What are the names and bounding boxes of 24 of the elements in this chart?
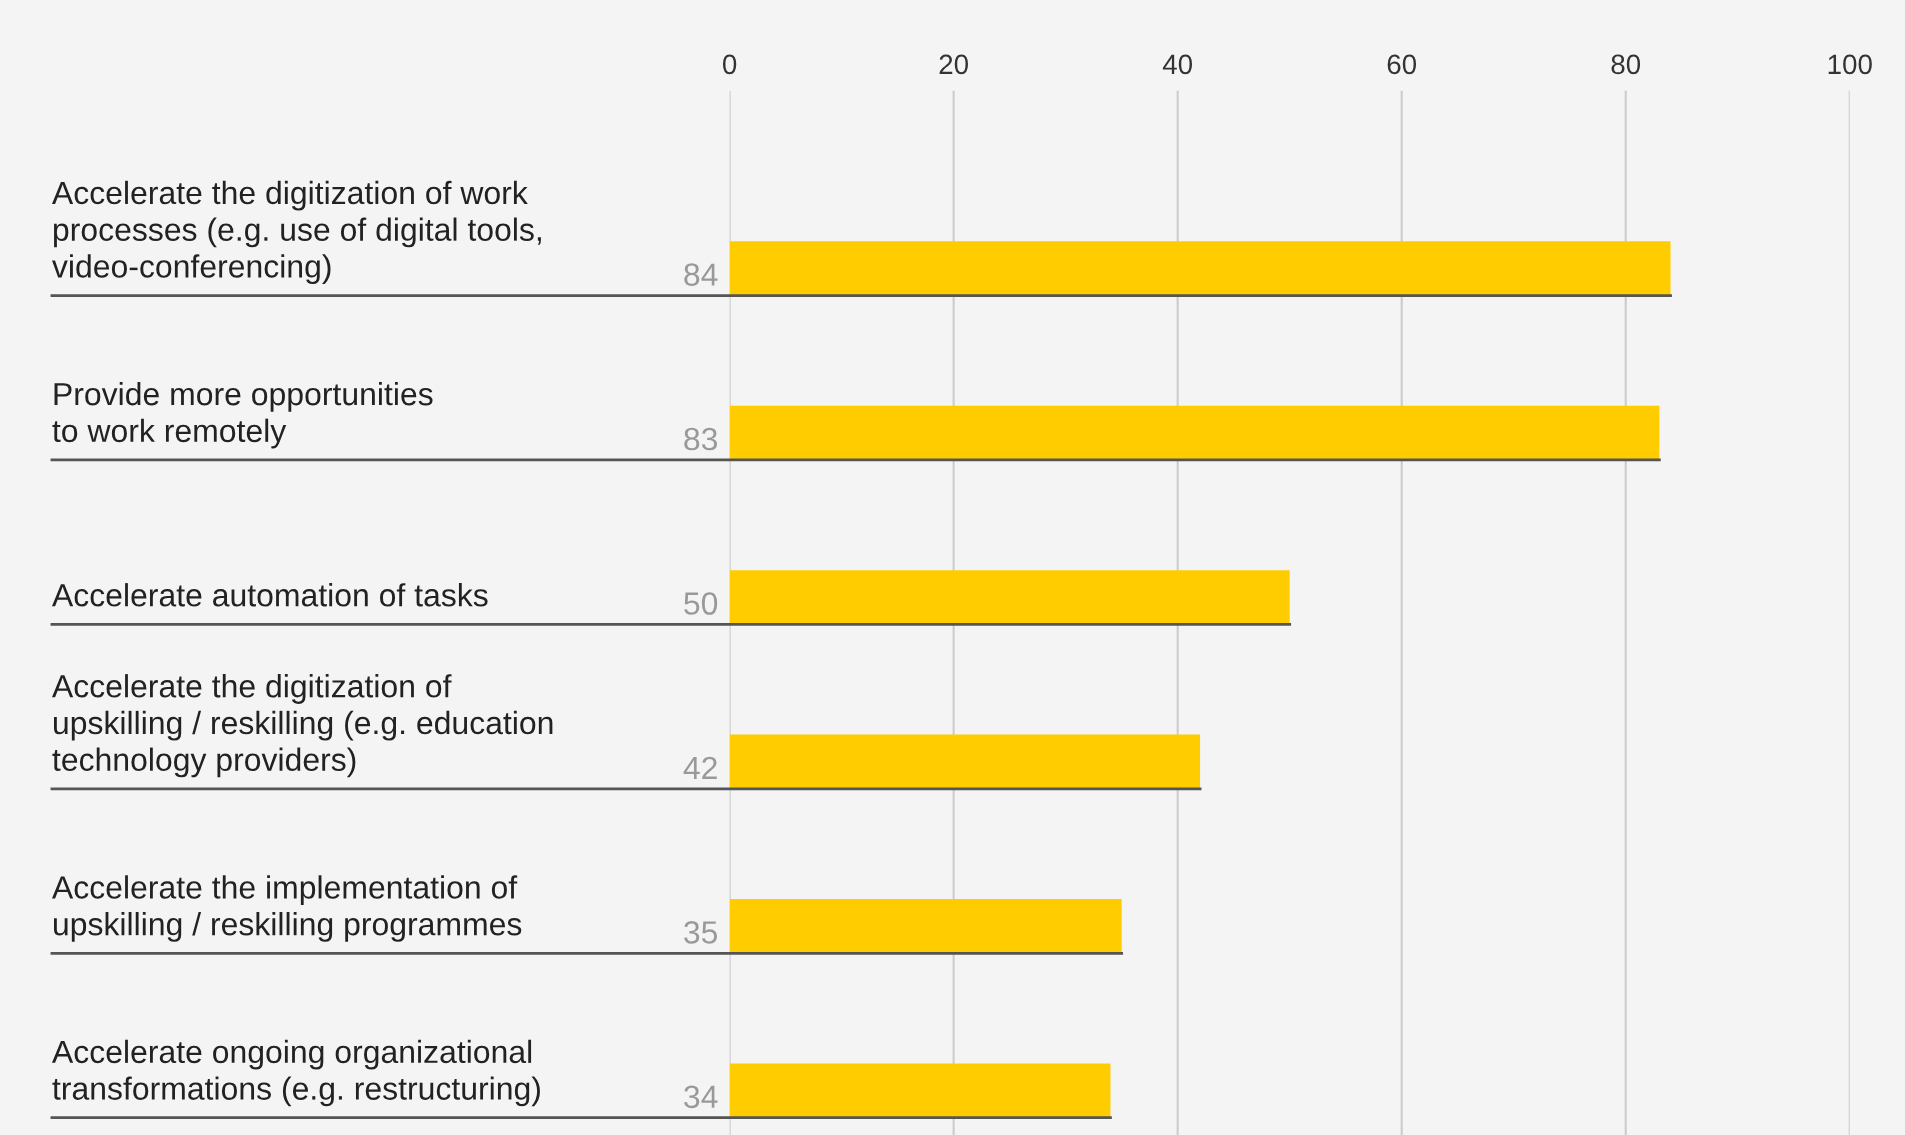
bar: [729, 1063, 1111, 1118]
x-tick-label: 60: [1387, 54, 1417, 75]
data-label: 35: [684, 921, 718, 944]
x-tick-label: 20: [939, 54, 969, 75]
x-tick-label: 40: [1162, 54, 1193, 75]
data-label: 42: [683, 756, 717, 779]
bar: [729, 405, 1660, 460]
y-tick-label: Accelerate automation of tasks: [52, 583, 488, 607]
bar: [729, 734, 1201, 789]
y-tick-label: Accelerate the digitization of upskilling / reskilling (e.g. education technology providers): [52, 674, 553, 778]
data-label: 83: [684, 427, 718, 451]
x-tick-label: 100: [1828, 54, 1872, 75]
data-label: 34: [684, 1085, 718, 1109]
y-tick-label: Provide more opportunities to work remotely: [52, 381, 433, 449]
data-label: 84: [684, 263, 718, 286]
bar: [729, 899, 1122, 954]
data-label: 50: [684, 592, 718, 615]
y-tick-label: Accelerate the implementation of upskilling / reskilling programmes: [52, 875, 522, 942]
bar: [729, 570, 1290, 625]
y-tick-label: Accelerate ongoing organizational transformations (e.g. restructuring): [52, 1039, 540, 1107]
bar: [729, 241, 1671, 296]
x-tick-label: 80: [1611, 54, 1641, 75]
x-tick-label: 0: [722, 54, 737, 75]
y-tick-label: Accelerate the digitization of work processes (e.g. use of digital tools, video-conferencing): [52, 180, 541, 285]
